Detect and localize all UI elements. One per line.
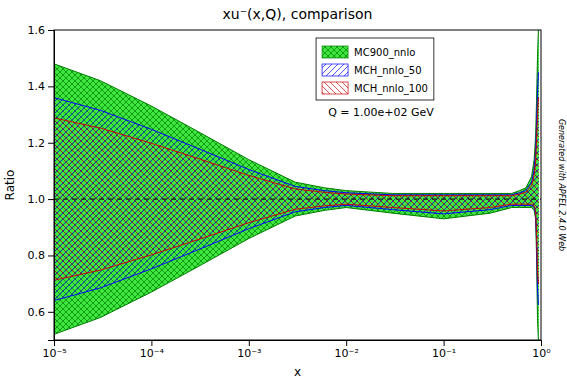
- y-tick-mark: [48, 30, 54, 31]
- y-tick: 1.2: [28, 137, 55, 150]
- y-tick-label: 1.0: [28, 193, 46, 206]
- plot-frame: [54, 30, 541, 340]
- x-tick: 10⁻⁴: [140, 340, 165, 360]
- y-tick: 1.6: [28, 24, 55, 37]
- y-tick-mark: [48, 143, 54, 144]
- y-tick-mark: [48, 312, 54, 313]
- legend-item: MCH_nnlo_50: [322, 64, 421, 77]
- x-tick: 10⁻²: [335, 340, 359, 360]
- band-edge: [54, 205, 539, 304]
- band-area: [54, 72, 539, 305]
- y-tick-label: 0.6: [28, 306, 46, 319]
- y-tick-label: 1.2: [28, 137, 46, 150]
- y-tick: 0.8: [28, 249, 55, 262]
- y-tick: 1.0: [28, 193, 55, 206]
- y-tick-mark: [48, 199, 54, 200]
- plot-area: 10⁻⁵ 10⁻⁴ 10⁻³ 10⁻² 10⁻¹ 10⁰ 0.6 0.8 1.0 1.2 1.4 1.…: [28, 24, 552, 360]
- y-axis-line: [48, 31, 55, 341]
- x-tick: 10⁻⁵: [42, 340, 66, 360]
- legend-swatch: [322, 46, 348, 58]
- y-axis: 0.6 0.8 1.0 1.2 1.4 1.6: [28, 24, 55, 340]
- x-tick: 10⁻³: [237, 340, 261, 360]
- y-tick-label: 0.8: [28, 249, 46, 262]
- legend-label: MCH_nnlo_50: [354, 65, 421, 77]
- x-tick-label: 10⁰: [532, 347, 551, 360]
- x-axis-line: [55, 341, 542, 347]
- legend-swatch: [322, 82, 348, 94]
- y-tick-label: 1.4: [28, 80, 46, 93]
- x-tick-mark: [249, 340, 250, 346]
- legend-label: MCH_nnlo_100: [354, 83, 428, 95]
- x-tick-label: 10⁻³: [237, 347, 261, 360]
- x-tick-mark: [541, 340, 542, 346]
- y-tick-mark: [48, 255, 54, 256]
- y-tick: 0.6: [28, 306, 55, 319]
- legend: MC900_nnlo MCH_nnlo_50 MCH_nnlo_100: [316, 38, 434, 100]
- band-edge: [54, 72, 539, 195]
- x-tick-label: 10⁻¹: [432, 347, 456, 360]
- legend-box: [316, 38, 434, 100]
- annotation: Q = 1.00e+02 GeV: [328, 106, 434, 119]
- chart: 10⁻⁵ 10⁻⁴ 10⁻³ 10⁻² 10⁻¹ 10⁰ 0.6 0.8 1.0 1.2 1.4 1.…: [0, 0, 567, 384]
- x-tick: 10⁻¹: [432, 340, 456, 360]
- x-tick-mark: [346, 340, 347, 346]
- x-axis-title: x: [294, 365, 301, 379]
- band-area: [54, 98, 539, 284]
- legend-item: MC900_nnlo: [322, 46, 415, 59]
- band-edge: [54, 98, 539, 196]
- y-axis-title: Ratio: [3, 170, 17, 201]
- x-tick: 10⁰: [532, 340, 551, 360]
- legend-swatch: [322, 64, 348, 76]
- legend-item: MCH_nnlo_100: [322, 82, 428, 95]
- chart-title: xu⁻(x,Q), comparison: [223, 6, 373, 22]
- marks: [54, 30, 541, 340]
- watermark: Generated with APFEL 2.4.0 Web: [557, 119, 566, 251]
- x-tick-label: 10⁻⁴: [140, 347, 165, 360]
- band-area: [54, 30, 539, 340]
- band-edge: [54, 30, 539, 193]
- y-tick: 1.4: [28, 80, 55, 93]
- x-tick-mark: [444, 340, 445, 346]
- x-tick-mark: [151, 340, 152, 346]
- band-edge: [54, 208, 539, 340]
- y-tick-label: 1.6: [28, 24, 46, 37]
- reference-line: [54, 199, 541, 200]
- y-tick-mark: [48, 86, 54, 87]
- x-tick-label: 10⁻⁵: [42, 347, 66, 360]
- legend-label: MC900_nnlo: [354, 47, 415, 59]
- band-edge: [54, 204, 539, 283]
- x-axis: 10⁻⁵ 10⁻⁴ 10⁻³ 10⁻² 10⁻¹ 10⁰: [42, 340, 551, 360]
- x-tick-label: 10⁻²: [335, 347, 359, 360]
